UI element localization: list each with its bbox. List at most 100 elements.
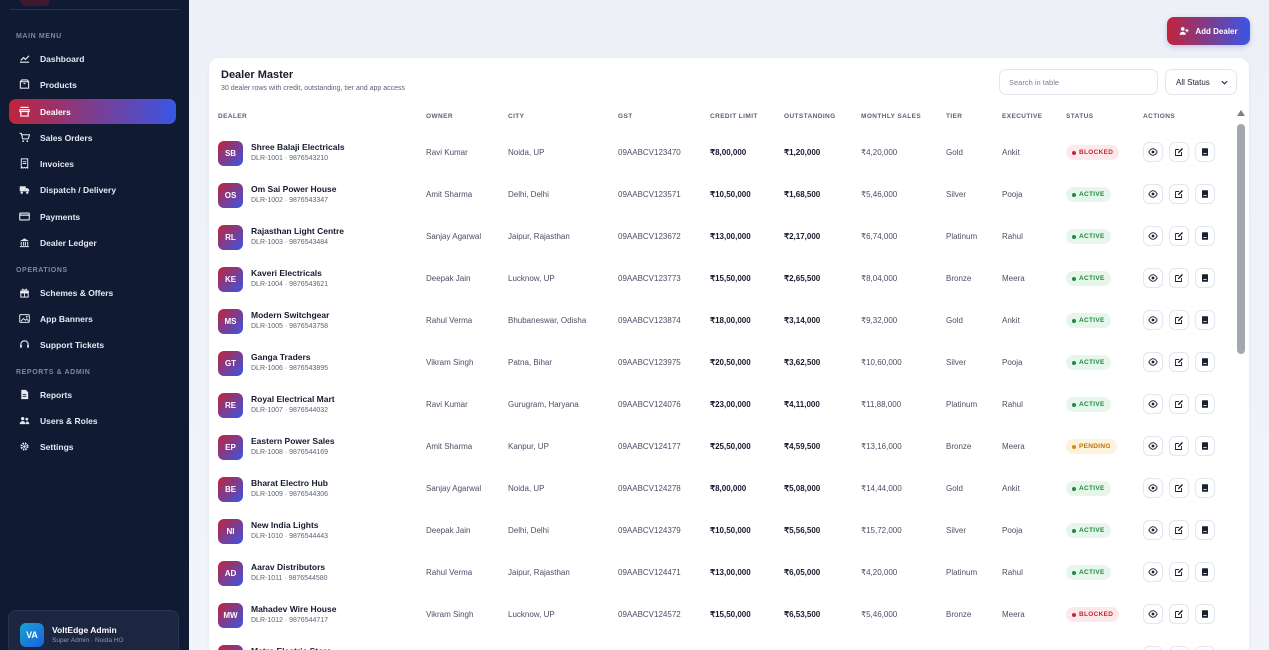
cell-tier: Silver xyxy=(946,358,967,367)
edit-button[interactable] xyxy=(1169,646,1189,650)
view-button[interactable] xyxy=(1143,268,1163,288)
cell-tier: Platinum xyxy=(946,400,978,409)
ledger-button[interactable] xyxy=(1195,310,1215,330)
ledger-button[interactable] xyxy=(1195,352,1215,372)
view-button[interactable] xyxy=(1143,562,1163,582)
edit-button[interactable] xyxy=(1169,604,1189,624)
cell-credit: ₹23,00,000 xyxy=(710,400,751,409)
table-row[interactable]: BE Bharat Electro Hub DLR-1009 · 987654430… xyxy=(209,467,1239,509)
cell-city: Bhubaneswar, Odisha xyxy=(508,316,587,325)
ledger-button[interactable] xyxy=(1195,604,1215,624)
view-button[interactable] xyxy=(1143,520,1163,540)
edit-button[interactable] xyxy=(1169,226,1189,246)
column-header-status: STATUS xyxy=(1066,113,1094,120)
table-row[interactable]: NI New India Lights DLR-1010 · 9876544443 D… xyxy=(209,509,1239,551)
sidebar-item-dealer-ledger[interactable]: Dealer Ledger xyxy=(9,230,176,255)
edit-button[interactable] xyxy=(1169,310,1189,330)
sidebar-item-sales-orders[interactable]: Sales Orders xyxy=(9,125,176,150)
cell-exec: Meera xyxy=(1002,610,1025,619)
view-button[interactable] xyxy=(1143,436,1163,456)
dealer-name: Rajasthan Light Centre xyxy=(251,226,345,236)
section-reports-admin: REPORTS & ADMIN xyxy=(16,369,91,376)
sidebar-item-products[interactable]: Products xyxy=(9,72,176,97)
dealer-code-phone: DLR-1002 · 9876543347 xyxy=(251,197,329,204)
status-badge: ACTIVE xyxy=(1066,355,1111,370)
table-row[interactable]: KE Kaveri Electricals DLR-1004 · 987654362… xyxy=(209,257,1239,299)
edit-button[interactable] xyxy=(1169,436,1189,456)
view-button[interactable] xyxy=(1143,142,1163,162)
view-button[interactable] xyxy=(1143,394,1163,414)
cell-owner: Ravi Kumar xyxy=(426,400,468,409)
status-badge: ACTIVE xyxy=(1066,397,1111,412)
sidebar-item-app-banners[interactable]: App Banners xyxy=(9,306,176,331)
edit-icon xyxy=(1175,442,1183,450)
table-row[interactable]: RL Rajasthan Light Centre DLR-1003 · 98765… xyxy=(209,215,1239,257)
ledger-button[interactable] xyxy=(1195,226,1215,246)
sidebar-item-settings[interactable]: Settings xyxy=(9,434,176,459)
edit-button[interactable] xyxy=(1169,184,1189,204)
ledger-button[interactable] xyxy=(1195,436,1215,456)
user-card[interactable]: VA VoltEdge Admin Super Admin · Noida HO xyxy=(8,610,179,650)
table-row[interactable]: MS Modern Switchgear DLR-1005 · 9876543758… xyxy=(209,299,1239,341)
status-dot xyxy=(1072,360,1076,365)
cell-owner: Vikram Singh xyxy=(426,358,474,367)
box-icon xyxy=(18,79,30,91)
edit-button[interactable] xyxy=(1169,478,1189,498)
dealer-code-phone: DLR-1009 · 9876544306 xyxy=(251,491,329,498)
view-button[interactable] xyxy=(1143,646,1163,650)
sidebar-item-dispatch-delivery[interactable]: Dispatch / Delivery xyxy=(9,177,176,202)
edit-button[interactable] xyxy=(1169,520,1189,540)
sidebar-item-support-tickets[interactable]: Support Tickets xyxy=(9,332,176,357)
status-filter-select[interactable]: All Status xyxy=(1165,69,1237,95)
scroll-thumb[interactable] xyxy=(1237,124,1245,354)
add-dealer-button[interactable]: Add Dealer xyxy=(1167,17,1250,45)
view-button[interactable] xyxy=(1143,478,1163,498)
ledger-button[interactable] xyxy=(1195,562,1215,582)
sidebar-item-reports[interactable]: Reports xyxy=(9,382,176,407)
edit-button[interactable] xyxy=(1169,268,1189,288)
edit-button[interactable] xyxy=(1169,142,1189,162)
status-badge: ACTIVE xyxy=(1066,313,1111,328)
ledger-button[interactable] xyxy=(1195,478,1215,498)
dealer-avatar: ME xyxy=(218,645,243,650)
view-button[interactable] xyxy=(1143,352,1163,372)
eye-icon xyxy=(1148,232,1158,240)
view-button[interactable] xyxy=(1143,184,1163,204)
view-button[interactable] xyxy=(1143,310,1163,330)
view-button[interactable] xyxy=(1143,226,1163,246)
table-row[interactable]: AD Aarav Distributors DLR-1011 · 987654458… xyxy=(209,551,1239,593)
view-button[interactable] xyxy=(1143,604,1163,624)
ledger-button[interactable] xyxy=(1195,268,1215,288)
ledger-button[interactable] xyxy=(1195,142,1215,162)
sidebar-item-label: Support Tickets xyxy=(40,339,105,350)
edit-button[interactable] xyxy=(1169,562,1189,582)
edit-button[interactable] xyxy=(1169,352,1189,372)
edit-button[interactable] xyxy=(1169,394,1189,414)
search-input[interactable] xyxy=(999,69,1158,95)
sidebar-item-users-roles[interactable]: Users & Roles xyxy=(9,408,176,433)
table-scrollbar[interactable] xyxy=(1236,110,1246,650)
ledger-button[interactable] xyxy=(1195,184,1215,204)
sidebar-item-label: Payments xyxy=(40,211,81,222)
ledger-button[interactable] xyxy=(1195,646,1215,650)
table-row[interactable]: ME Metro Electric Store xyxy=(209,635,1239,650)
dealer-code-phone: DLR-1008 · 9876544169 xyxy=(251,449,329,456)
table-row[interactable]: OS Om Sai Power House DLR-1002 · 987654334… xyxy=(209,173,1239,215)
sidebar-item-payments[interactable]: Payments xyxy=(9,204,176,229)
table-row[interactable]: SB Shree Balaji Electricals DLR-1001 · 987… xyxy=(209,131,1239,173)
ledger-button[interactable] xyxy=(1195,520,1215,540)
sidebar-item-dealers[interactable]: Dealers xyxy=(9,99,176,124)
sidebar-item-schemes-offers[interactable]: Schemes & Offers xyxy=(9,280,176,305)
cell-tier: Gold xyxy=(946,148,963,157)
table-row[interactable]: RE Royal Electrical Mart DLR-1007 · 987654… xyxy=(209,383,1239,425)
cell-sales: ₹6,74,000 xyxy=(861,232,898,241)
scroll-up-arrow[interactable] xyxy=(1237,110,1245,116)
sidebar-item-dashboard[interactable]: Dashboard xyxy=(9,46,176,71)
table-row[interactable]: MW Mahadev Wire House DLR-1012 · 987654471… xyxy=(209,593,1239,635)
book-icon xyxy=(1202,484,1208,492)
status-dot xyxy=(1072,402,1076,407)
table-row[interactable]: GT Ganga Traders DLR-1006 · 9876543895 Vikr… xyxy=(209,341,1239,383)
sidebar-item-invoices[interactable]: Invoices xyxy=(9,151,176,176)
ledger-button[interactable] xyxy=(1195,394,1215,414)
table-row[interactable]: EP Eastern Power Sales DLR-1008 · 98765441… xyxy=(209,425,1239,467)
